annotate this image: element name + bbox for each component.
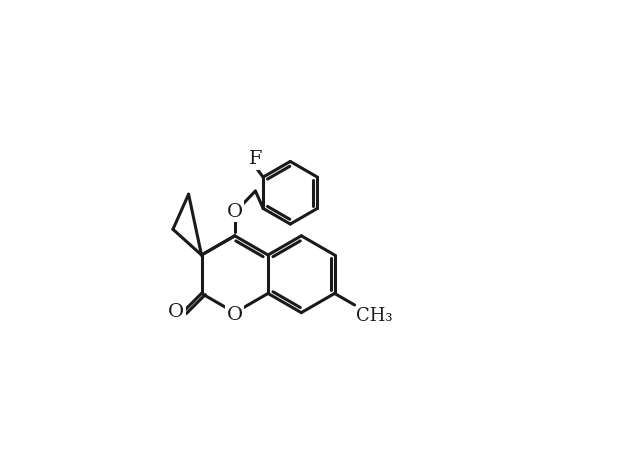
Text: O: O	[227, 203, 243, 221]
Text: O: O	[227, 306, 243, 324]
Text: F: F	[249, 150, 262, 168]
Text: CH₃: CH₃	[356, 307, 393, 325]
Text: O: O	[168, 303, 184, 321]
